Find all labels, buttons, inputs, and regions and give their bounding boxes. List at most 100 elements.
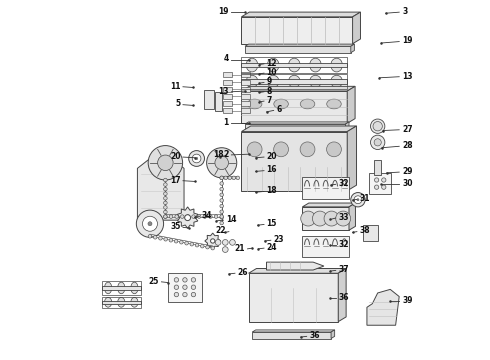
Circle shape	[197, 215, 201, 219]
Circle shape	[220, 221, 223, 225]
Text: 21: 21	[235, 244, 245, 253]
Bar	[364, 225, 378, 241]
Circle shape	[185, 242, 188, 245]
Circle shape	[211, 246, 215, 250]
Circle shape	[190, 242, 194, 246]
Bar	[101, 297, 141, 308]
Bar	[101, 286, 141, 290]
Polygon shape	[347, 126, 357, 191]
Circle shape	[174, 292, 179, 297]
Bar	[242, 74, 347, 89]
Circle shape	[220, 187, 223, 191]
Bar	[369, 173, 391, 194]
Polygon shape	[367, 289, 399, 325]
Circle shape	[232, 176, 236, 180]
Text: 20: 20	[170, 152, 180, 161]
Circle shape	[136, 210, 164, 237]
Text: 12: 12	[267, 59, 277, 68]
Circle shape	[382, 185, 386, 189]
Ellipse shape	[268, 75, 279, 87]
Text: 8: 8	[267, 86, 272, 95]
Polygon shape	[248, 273, 338, 321]
Polygon shape	[245, 124, 345, 129]
Text: 29: 29	[402, 167, 413, 176]
Circle shape	[209, 215, 212, 219]
Bar	[223, 108, 232, 113]
Circle shape	[220, 182, 223, 185]
Polygon shape	[242, 86, 355, 91]
Circle shape	[164, 197, 167, 200]
Bar	[242, 63, 347, 67]
Polygon shape	[345, 122, 349, 129]
Text: 30: 30	[402, 179, 413, 188]
Polygon shape	[252, 330, 335, 332]
Circle shape	[215, 239, 221, 245]
Polygon shape	[267, 262, 324, 270]
Polygon shape	[353, 12, 361, 44]
Text: 18: 18	[213, 150, 223, 159]
Ellipse shape	[118, 282, 125, 294]
Circle shape	[174, 285, 179, 289]
Circle shape	[143, 216, 157, 231]
Circle shape	[220, 193, 223, 197]
Polygon shape	[338, 269, 346, 321]
Circle shape	[183, 285, 187, 289]
Circle shape	[191, 278, 196, 282]
Bar	[302, 177, 349, 199]
Circle shape	[351, 193, 365, 207]
Text: 6: 6	[276, 105, 282, 114]
Text: 1: 1	[223, 118, 229, 127]
Circle shape	[169, 238, 172, 242]
Text: 39: 39	[402, 296, 413, 305]
Text: 7: 7	[267, 96, 272, 105]
Circle shape	[148, 145, 183, 180]
Circle shape	[159, 237, 162, 240]
Circle shape	[169, 215, 173, 219]
Polygon shape	[245, 44, 354, 46]
Circle shape	[174, 278, 179, 282]
Text: 34: 34	[202, 211, 213, 220]
Polygon shape	[242, 126, 357, 132]
Circle shape	[214, 215, 218, 219]
Circle shape	[373, 122, 382, 131]
Bar	[223, 101, 232, 106]
Ellipse shape	[104, 282, 112, 294]
Bar	[242, 57, 347, 73]
Text: 20: 20	[267, 152, 277, 161]
Circle shape	[336, 211, 351, 226]
Circle shape	[228, 176, 232, 180]
Text: 14: 14	[226, 215, 237, 224]
Circle shape	[354, 196, 362, 204]
Ellipse shape	[104, 297, 112, 307]
Circle shape	[220, 204, 223, 208]
Text: 11: 11	[170, 82, 180, 91]
Ellipse shape	[246, 75, 258, 87]
Text: 36: 36	[310, 331, 320, 340]
Polygon shape	[245, 46, 351, 53]
Text: 38: 38	[360, 226, 370, 235]
Text: 5: 5	[175, 99, 180, 108]
Circle shape	[357, 199, 359, 201]
Text: 15: 15	[267, 219, 277, 228]
Text: 13: 13	[219, 86, 229, 95]
Circle shape	[148, 234, 152, 238]
Ellipse shape	[247, 99, 262, 109]
Circle shape	[207, 148, 237, 178]
Circle shape	[185, 215, 191, 221]
Circle shape	[196, 157, 198, 160]
Polygon shape	[245, 122, 349, 124]
Text: 23: 23	[274, 235, 284, 244]
Bar	[242, 87, 250, 92]
Circle shape	[370, 119, 385, 134]
Circle shape	[215, 156, 228, 170]
Circle shape	[174, 239, 178, 243]
Bar	[168, 273, 202, 302]
Circle shape	[200, 244, 204, 248]
Bar	[242, 80, 250, 85]
Circle shape	[164, 183, 167, 186]
Ellipse shape	[131, 297, 138, 307]
Circle shape	[164, 178, 167, 182]
Circle shape	[189, 150, 204, 166]
Circle shape	[230, 239, 235, 245]
Bar	[101, 281, 141, 295]
